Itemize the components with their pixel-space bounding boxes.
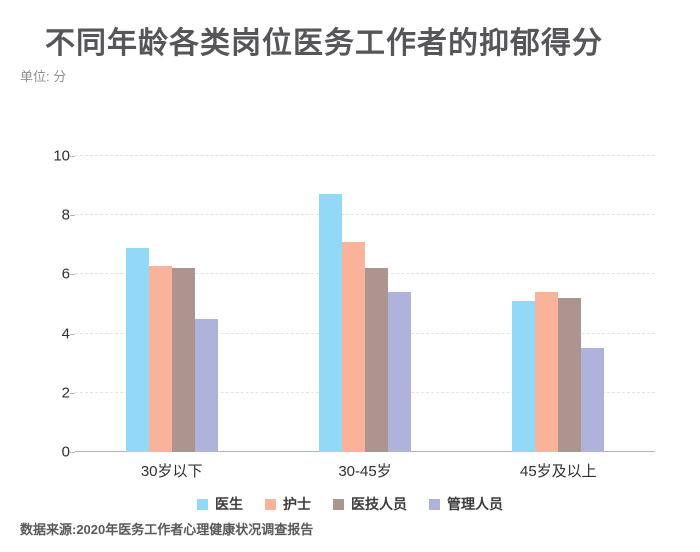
bar-医生 xyxy=(512,301,536,452)
gridline xyxy=(70,155,655,157)
bar-护士 xyxy=(535,292,559,452)
bar-医技人员 xyxy=(558,298,582,452)
y-tick-mark xyxy=(70,215,75,217)
y-tick-mark xyxy=(70,392,75,394)
plot-area: 30岁以下 30-45岁 45岁及以上 xyxy=(70,155,655,480)
bar-医技人员 xyxy=(171,268,195,452)
y-tick-mark xyxy=(70,333,75,335)
bar-管理人员 xyxy=(388,292,411,452)
bar-医生 xyxy=(125,247,149,452)
y-tick-mark xyxy=(70,452,75,453)
legend-label: 管理人员 xyxy=(447,496,503,512)
y-tick-label: 0 xyxy=(61,443,70,461)
source-note: 数据来源:2020年医务工作者心理健康状况调查报告 xyxy=(20,522,314,537)
bar-group-30-45岁 xyxy=(319,194,411,452)
chart-title: 不同年龄各类岗位医务工作者的抑郁得分 xyxy=(45,27,603,60)
y-axis-labels: 0 2 4 6 8 10 xyxy=(28,149,70,460)
bar-护士 xyxy=(342,241,365,452)
y-tick-label: 6 xyxy=(61,265,70,283)
legend-swatch-icon xyxy=(429,498,440,510)
legend-item-管理人员: 管理人员 xyxy=(429,494,503,514)
y-tick-label: 2 xyxy=(61,384,70,402)
x-category-label: 30岁以下 xyxy=(140,463,203,480)
bar-管理人员 xyxy=(581,348,605,452)
legend: 医生 护士 医技人员 管理人员 xyxy=(0,494,700,514)
bar-医生 xyxy=(319,194,342,452)
bar-医技人员 xyxy=(365,268,388,452)
y-tick-label: 4 xyxy=(61,325,70,343)
legend-label: 护士 xyxy=(283,496,311,512)
legend-swatch-icon xyxy=(265,498,276,510)
y-tick-label: 10 xyxy=(53,147,70,165)
legend-item-护士: 护士 xyxy=(265,494,311,514)
bar-group-45岁及以上 xyxy=(512,292,605,452)
legend-label: 医技人员 xyxy=(351,496,407,512)
x-category-label: 45岁及以上 xyxy=(519,463,597,480)
legend-swatch-icon xyxy=(333,498,344,510)
x-category-label: 30-45岁 xyxy=(338,463,392,480)
gridline xyxy=(70,214,655,217)
y-tick-mark xyxy=(70,156,75,157)
unit-label: 单位: 分 xyxy=(20,69,67,84)
legend-item-医生: 医生 xyxy=(197,494,243,514)
y-tick-label: 8 xyxy=(61,206,70,224)
bar-group-30岁以下 xyxy=(125,247,218,452)
bar-管理人员 xyxy=(194,318,218,452)
bar-护士 xyxy=(148,265,172,452)
legend-label: 医生 xyxy=(215,496,243,512)
legend-item-医技人员: 医技人员 xyxy=(333,494,407,514)
legend-swatch-icon xyxy=(197,498,208,510)
y-tick-mark xyxy=(70,274,75,276)
